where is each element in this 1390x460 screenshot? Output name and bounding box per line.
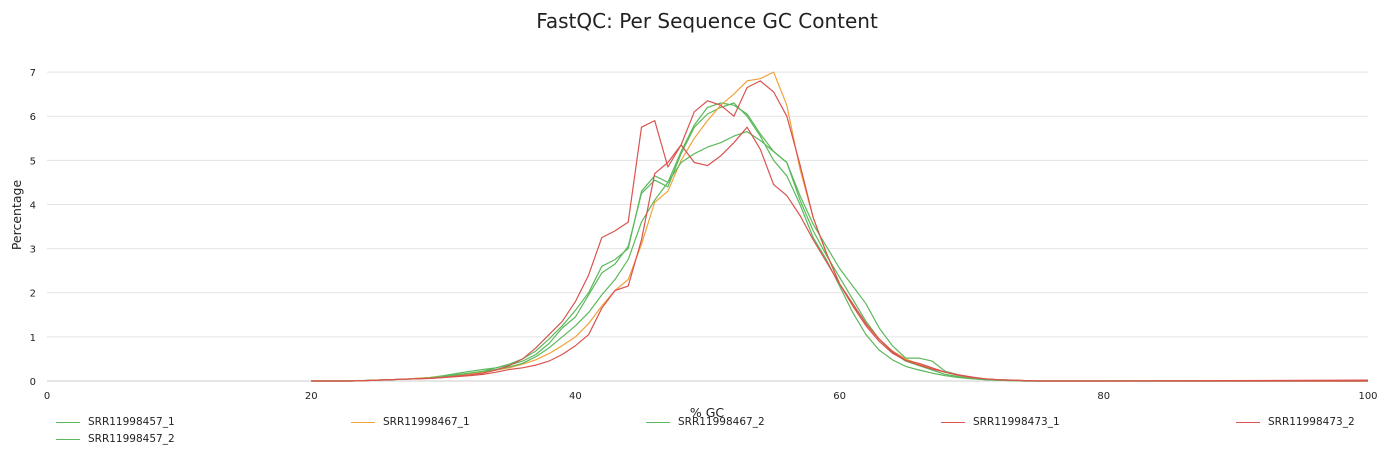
x-tick-label: 80 (1097, 391, 1110, 402)
series-line-SRR11998457_2 (311, 102, 1368, 382)
y-tick-label: 5 (30, 156, 36, 167)
legend-label: SRR11998467_1 (383, 416, 470, 428)
y-axis-ticks: 0 1 2 3 4 5 6 7 (30, 68, 36, 388)
x-tick-label: 100 (1358, 391, 1377, 402)
legend-label: SRR11998467_2 (678, 416, 765, 428)
x-tick-label: 0 (44, 391, 50, 402)
legend-swatch (941, 421, 965, 423)
series-line-SRR11998473_1 (311, 119, 1369, 382)
legend-label: SRR11998457_2 (88, 433, 175, 445)
series-lines (311, 71, 1369, 382)
legend-swatch (1236, 421, 1260, 423)
x-tick-label: 40 (569, 391, 582, 402)
legend-label: SRR11998457_1 (88, 416, 175, 428)
y-tick-label: 1 (30, 333, 36, 344)
y-tick-label: 7 (30, 68, 36, 79)
legend-swatch (351, 421, 375, 423)
legend-item[interactable]: SRR11998457_1 (56, 416, 175, 428)
legend-swatch (56, 438, 80, 440)
x-axis-label: % GC (690, 405, 725, 420)
legend-item[interactable]: SRR11998473_1 (941, 416, 1060, 428)
y-tick-label: 3 (30, 245, 36, 256)
series-line-SRR11998467_2 (311, 131, 1368, 382)
y-tick-label: 0 (30, 377, 36, 388)
series-line-SRR11998473_2 (311, 80, 1368, 382)
legend-label: SRR11998473_2 (1268, 416, 1355, 428)
gridlines (47, 71, 1368, 338)
legend-item[interactable]: SRR11998457_2 (56, 433, 175, 445)
legend-label: SRR11998473_1 (973, 416, 1060, 428)
legend-item[interactable]: SRR11998467_1 (351, 416, 470, 428)
x-axis-ticks: 0 20 40 60 80 100 (44, 391, 1378, 402)
legend-item[interactable]: SRR11998473_2 (1236, 416, 1355, 428)
series-line-SRR11998467_1 (311, 71, 1368, 382)
legend-item[interactable]: SRR11998467_2 (646, 416, 765, 428)
y-axis-label: Percentage (9, 180, 24, 251)
y-tick-label: 4 (30, 200, 36, 211)
y-tick-label: 6 (30, 112, 36, 123)
chart-legend: SRR11998457_1 SRR11998467_1 SRR11998467_2 S… (56, 416, 1386, 456)
x-tick-label: 20 (305, 391, 318, 402)
x-tick-label: 60 (833, 391, 846, 402)
chart-title: FastQC: Per Sequence GC Content (536, 9, 878, 33)
legend-swatch (646, 421, 670, 423)
y-tick-label: 2 (30, 289, 36, 300)
series-line-SRR11998457_1 (311, 102, 1368, 382)
legend-swatch (56, 421, 80, 423)
